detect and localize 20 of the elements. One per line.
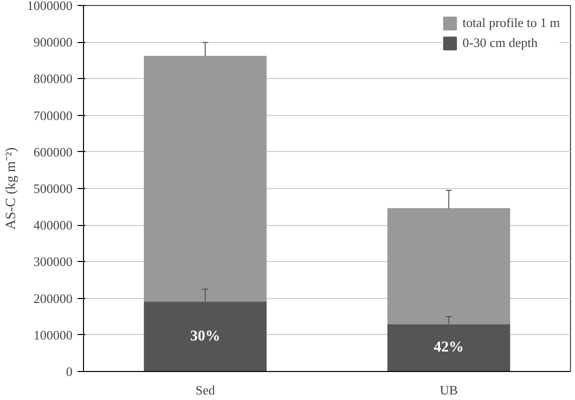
y-tick-label: 200000 (34, 290, 72, 306)
legend-label: 0-30 cm depth (462, 35, 538, 51)
y-tick-label: 500000 (34, 181, 72, 196)
y-tick-label: 400000 (34, 218, 72, 233)
y-tick-label: 700000 (34, 108, 72, 123)
y-tick-label: 800000 (34, 71, 72, 86)
legend-label: total profile to 1 m (462, 15, 560, 31)
y-tick-label: 100000 (34, 327, 72, 342)
y-tick-label: 300000 (34, 254, 72, 270)
annotation: 42% (434, 340, 464, 356)
y-tick-label: 600000 (34, 144, 72, 160)
y-tick-label: 0 (66, 364, 72, 379)
bar (144, 56, 267, 302)
y-axis-title: AS-C (kg m⁻²) (4, 147, 19, 230)
bar (387, 208, 510, 324)
annotation: 30% (190, 328, 220, 344)
y-tick-label: 1000000 (27, 0, 72, 13)
y-tick-label: 900000 (34, 34, 72, 50)
x-tick-label: UB (440, 382, 458, 398)
x-tick-label: Sed (196, 382, 216, 398)
